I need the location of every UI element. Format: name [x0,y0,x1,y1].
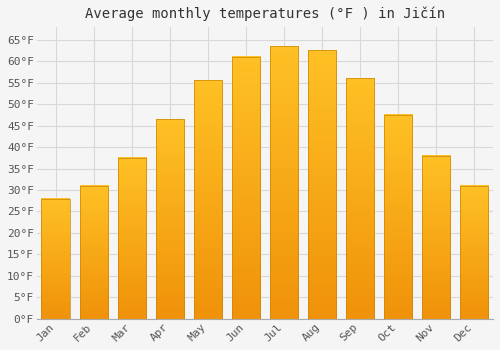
Bar [346,78,374,319]
Bar [80,186,108,319]
Bar [194,80,222,319]
Bar [232,57,260,319]
Bar [422,156,450,319]
Bar [270,46,298,319]
Bar [384,115,412,319]
Bar [308,50,336,319]
Bar [42,198,70,319]
Title: Average monthly temperatures (°F ) in Jičín: Average monthly temperatures (°F ) in Ji… [85,7,445,21]
Bar [118,158,146,319]
Bar [460,186,488,319]
Bar [156,119,184,319]
